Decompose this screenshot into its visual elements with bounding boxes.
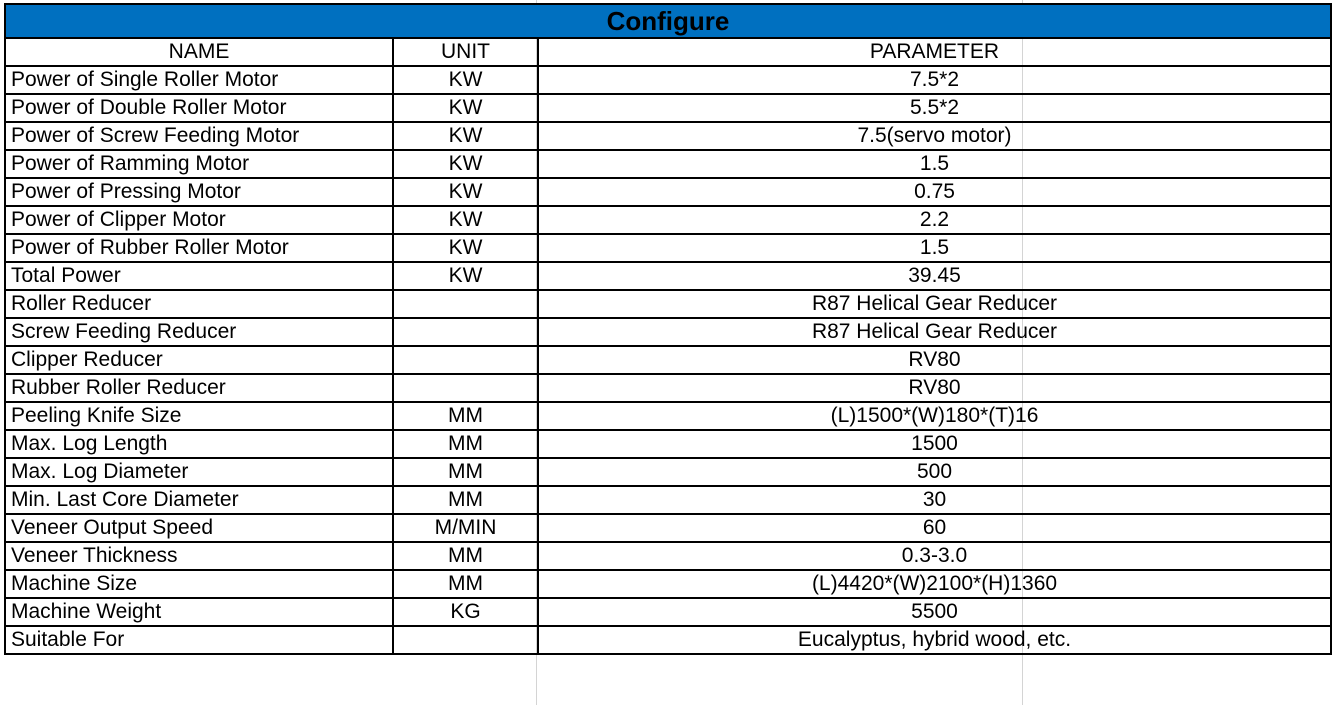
table-row: Power of Rubber Roller Motor KW 1.5 [4, 233, 1332, 263]
parameter-cell[interactable]: 7.5(servo motor) [537, 121, 1332, 151]
parameter-cell[interactable]: 5.5*2 [537, 93, 1332, 123]
table-row: Roller Reducer R87 Helical Gear Reducer [4, 289, 1332, 319]
unit-cell[interactable]: KG [392, 597, 539, 627]
parameter-cell[interactable]: Eucalyptus, hybrid wood, etc. [537, 625, 1332, 655]
name-cell[interactable]: Total Power [4, 261, 394, 291]
table-row: Power of Screw Feeding Motor KW 7.5(servo … [4, 121, 1332, 151]
name-cell[interactable]: Power of Rubber Roller Motor [4, 233, 394, 263]
parameter-cell[interactable]: 1.5 [537, 149, 1332, 179]
parameter-cell[interactable]: 0.75 [537, 177, 1332, 207]
name-cell[interactable]: Power of Screw Feeding Motor [4, 121, 394, 151]
name-cell[interactable]: Suitable For [4, 625, 394, 655]
table-row: Min. Last Core Diameter MM 30 [4, 485, 1332, 515]
unit-cell[interactable]: MM [392, 541, 539, 571]
table-row: Clipper Reducer RV80 [4, 345, 1332, 375]
table-row: Power of Ramming Motor KW 1.5 [4, 149, 1332, 179]
unit-cell[interactable]: MM [392, 401, 539, 431]
name-cell[interactable]: Machine Weight [4, 597, 394, 627]
unit-cell[interactable]: KW [392, 177, 539, 207]
unit-cell[interactable]: MM [392, 569, 539, 599]
unit-cell[interactable]: KW [392, 93, 539, 123]
name-cell[interactable]: Min. Last Core Diameter [4, 485, 394, 515]
unit-cell[interactable] [392, 317, 539, 347]
unit-cell[interactable] [392, 289, 539, 319]
table-row: Power of Pressing Motor KW 0.75 [4, 177, 1332, 207]
parameter-cell[interactable]: 0.3-3.0 [537, 541, 1332, 571]
table-row: Max. Log Length MM 1500 [4, 429, 1332, 459]
unit-cell[interactable]: MM [392, 485, 539, 515]
parameter-cell[interactable]: 7.5*2 [537, 65, 1332, 95]
table-row: Machine Size MM (L)4420*(W)2100*(H)1360 [4, 569, 1332, 599]
configure-table: Configure NAME UNIT PARAMETER Power of S… [4, 3, 1332, 655]
name-cell[interactable]: Power of Pressing Motor [4, 177, 394, 207]
name-cell[interactable]: Power of Single Roller Motor [4, 65, 394, 95]
table-row: Veneer Thickness MM 0.3-3.0 [4, 541, 1332, 571]
unit-cell[interactable]: KW [392, 149, 539, 179]
parameter-cell[interactable]: 60 [537, 513, 1332, 543]
unit-cell[interactable]: KW [392, 65, 539, 95]
unit-cell[interactable]: KW [392, 233, 539, 263]
name-cell[interactable]: Veneer Thickness [4, 541, 394, 571]
table-row: Machine Weight KG 5500 [4, 597, 1332, 627]
unit-cell[interactable]: MM [392, 429, 539, 459]
name-cell[interactable]: Max. Log Diameter [4, 457, 394, 487]
table-row: Power of Clipper Motor KW 2.2 [4, 205, 1332, 235]
parameter-cell[interactable]: 1500 [537, 429, 1332, 459]
unit-cell[interactable]: KW [392, 121, 539, 151]
table-row: Power of Single Roller Motor KW 7.5*2 [4, 65, 1332, 95]
unit-cell[interactable]: M/MIN [392, 513, 539, 543]
table-row: Peeling Knife Size MM (L)1500*(W)180*(T)16 [4, 401, 1332, 431]
name-cell[interactable]: Clipper Reducer [4, 345, 394, 375]
parameter-cell[interactable]: (L)4420*(W)2100*(H)1360 [537, 569, 1332, 599]
unit-cell[interactable]: KW [392, 205, 539, 235]
name-cell[interactable]: Screw Feeding Reducer [4, 317, 394, 347]
parameter-cell[interactable]: 2.2 [537, 205, 1332, 235]
parameter-cell[interactable]: 500 [537, 457, 1332, 487]
unit-cell[interactable] [392, 625, 539, 655]
table-row: Suitable For Eucalyptus, hybrid wood, etc… [4, 625, 1332, 655]
column-header-name[interactable]: NAME [4, 37, 394, 67]
name-cell[interactable]: Rubber Roller Reducer [4, 373, 394, 403]
name-cell[interactable]: Power of Clipper Motor [4, 205, 394, 235]
parameter-cell[interactable]: R87 Helical Gear Reducer [537, 317, 1332, 347]
unit-cell[interactable] [392, 345, 539, 375]
table-row: Max. Log Diameter MM 500 [4, 457, 1332, 487]
unit-cell[interactable] [392, 373, 539, 403]
parameter-cell[interactable]: 1.5 [537, 233, 1332, 263]
parameter-cell[interactable]: 5500 [537, 597, 1332, 627]
name-cell[interactable]: Machine Size [4, 569, 394, 599]
parameter-cell[interactable]: R87 Helical Gear Reducer [537, 289, 1332, 319]
column-header-unit[interactable]: UNIT [392, 37, 539, 67]
table-row: Rubber Roller Reducer RV80 [4, 373, 1332, 403]
name-cell[interactable]: Max. Log Length [4, 429, 394, 459]
table-row: Total Power KW 39.45 [4, 261, 1332, 291]
parameter-cell[interactable]: 39.45 [537, 261, 1332, 291]
unit-cell[interactable]: KW [392, 261, 539, 291]
header-row: NAME UNIT PARAMETER [4, 37, 1332, 67]
name-cell[interactable]: Roller Reducer [4, 289, 394, 319]
column-header-parameter[interactable]: PARAMETER [537, 37, 1332, 67]
unit-cell[interactable]: MM [392, 457, 539, 487]
parameter-cell[interactable]: RV80 [537, 345, 1332, 375]
parameter-cell[interactable]: (L)1500*(W)180*(T)16 [537, 401, 1332, 431]
name-cell[interactable]: Power of Ramming Motor [4, 149, 394, 179]
name-cell[interactable]: Peeling Knife Size [4, 401, 394, 431]
name-cell[interactable]: Power of Double Roller Motor [4, 93, 394, 123]
table-row: Screw Feeding Reducer R87 Helical Gear Re… [4, 317, 1332, 347]
table-row: Power of Double Roller Motor KW 5.5*2 [4, 93, 1332, 123]
table-row: Veneer Output Speed M/MIN 60 [4, 513, 1332, 543]
parameter-cell[interactable]: RV80 [537, 373, 1332, 403]
parameter-cell[interactable]: 30 [537, 485, 1332, 515]
table-title[interactable]: Configure [4, 3, 1332, 39]
name-cell[interactable]: Veneer Output Speed [4, 513, 394, 543]
